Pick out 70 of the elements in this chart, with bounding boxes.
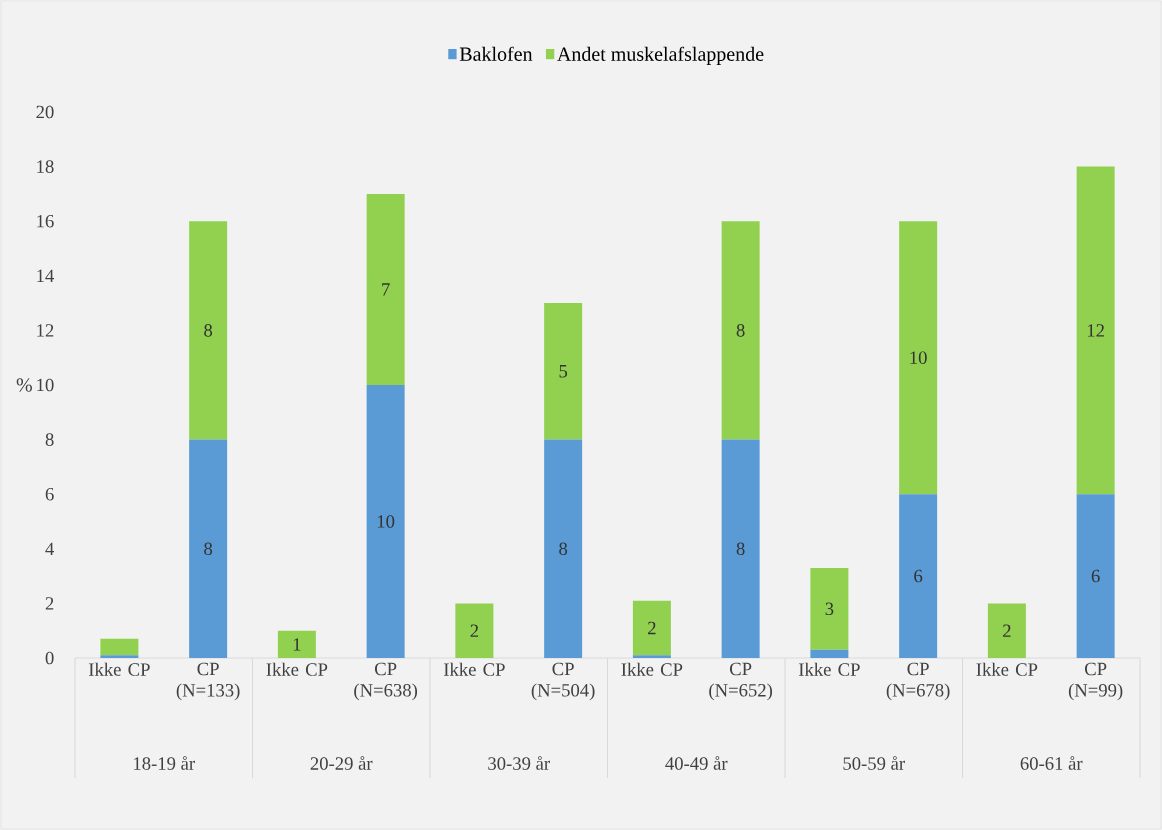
bar: [455, 603, 494, 658]
y-tick-label: 18: [37, 160, 54, 173]
x-tick-label: CP (N=678): [886, 662, 950, 701]
data-label: 1: [293, 638, 301, 651]
data-label: 8: [736, 542, 745, 556]
bar: [810, 567, 849, 650]
data-label: 6: [1091, 569, 1100, 583]
bar: [721, 221, 760, 440]
data-label: 3: [825, 602, 834, 616]
data-label: 10: [910, 351, 927, 364]
bar: [987, 603, 1026, 658]
bar: [1076, 494, 1115, 658]
data-label: 6: [914, 569, 923, 583]
x-tick-label: Ikke CP: [88, 662, 150, 676]
data-label: 5: [559, 365, 568, 378]
bar: [277, 630, 316, 658]
data-label: 2: [1003, 624, 1011, 637]
y-axis-title: %: [16, 378, 32, 392]
bar: [189, 439, 228, 658]
data-label: 2: [648, 621, 656, 635]
data-label: 2: [470, 624, 479, 637]
x-tick-label: CP (N=638): [354, 662, 418, 701]
data-label: 7: [382, 283, 390, 296]
bar: [899, 494, 938, 658]
y-tick-label: 20: [36, 105, 54, 119]
y-tick-label: 0: [45, 651, 54, 665]
y-tick-label: 10: [37, 378, 54, 392]
bar: [632, 655, 671, 658]
data-label: 8: [204, 542, 213, 556]
text: 50-59 år: [843, 756, 905, 770]
x-tick-label: Ikke CP: [621, 662, 683, 676]
legend-label: Andet muskelafslappende: [557, 46, 764, 65]
text: 40-49 år: [665, 756, 728, 770]
x-tick-label: Ikke CP: [976, 662, 1038, 676]
bar: [1076, 166, 1115, 495]
bar: [100, 638, 139, 656]
x-tick-label: Ikke CP: [443, 662, 505, 676]
data-label: 12: [1087, 324, 1104, 337]
y-tick-label: 8: [45, 433, 54, 446]
text: 18-19 år: [134, 756, 195, 770]
bar: [810, 649, 849, 658]
data-label: 8: [204, 324, 213, 337]
text: 20-29 år: [310, 756, 373, 770]
data-label: 8: [559, 542, 568, 556]
bar: [544, 439, 583, 658]
bar: [632, 600, 671, 656]
x-tick-label: CP (N=99): [1068, 662, 1123, 701]
bar: [899, 221, 938, 495]
bar: [100, 655, 139, 658]
text: 30-39 år: [488, 756, 550, 770]
x-tick-label: CP (N=652): [709, 662, 773, 701]
y-tick-label: 14: [37, 269, 55, 282]
y-tick-label: 16: [37, 214, 54, 228]
bar: [721, 439, 760, 658]
bar: [366, 193, 405, 385]
x-tick-label: CP (N=504): [531, 662, 595, 701]
text: 60-61 år: [1020, 756, 1083, 770]
data-label: 10: [377, 515, 395, 528]
x-tick-label: Ikke CP: [266, 662, 328, 676]
x-tick-label: CP (N=133): [176, 662, 240, 701]
bar: [189, 221, 228, 440]
legend-label: Baklofen: [459, 46, 533, 61]
y-tick-label: 6: [45, 487, 54, 501]
y-tick-label: 12: [37, 324, 54, 337]
bar: [544, 303, 583, 440]
x-tick-label: Ikke CP: [798, 662, 860, 676]
bar: [366, 384, 405, 658]
y-tick-label: 4: [45, 542, 55, 555]
y-tick-label: 2: [45, 597, 54, 610]
data-label: 8: [736, 324, 745, 337]
